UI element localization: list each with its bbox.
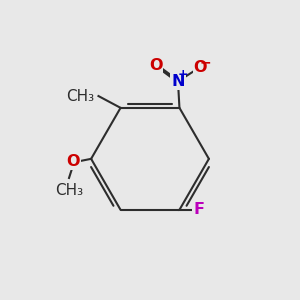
Text: +: + [177,68,188,81]
Text: O: O [67,154,80,169]
Text: F: F [193,202,204,217]
Text: O: O [193,60,207,75]
Text: −: − [200,55,211,69]
Text: N: N [171,74,185,89]
Text: CH₃: CH₃ [66,88,94,104]
Text: O: O [149,58,163,73]
Text: CH₃: CH₃ [55,183,83,198]
